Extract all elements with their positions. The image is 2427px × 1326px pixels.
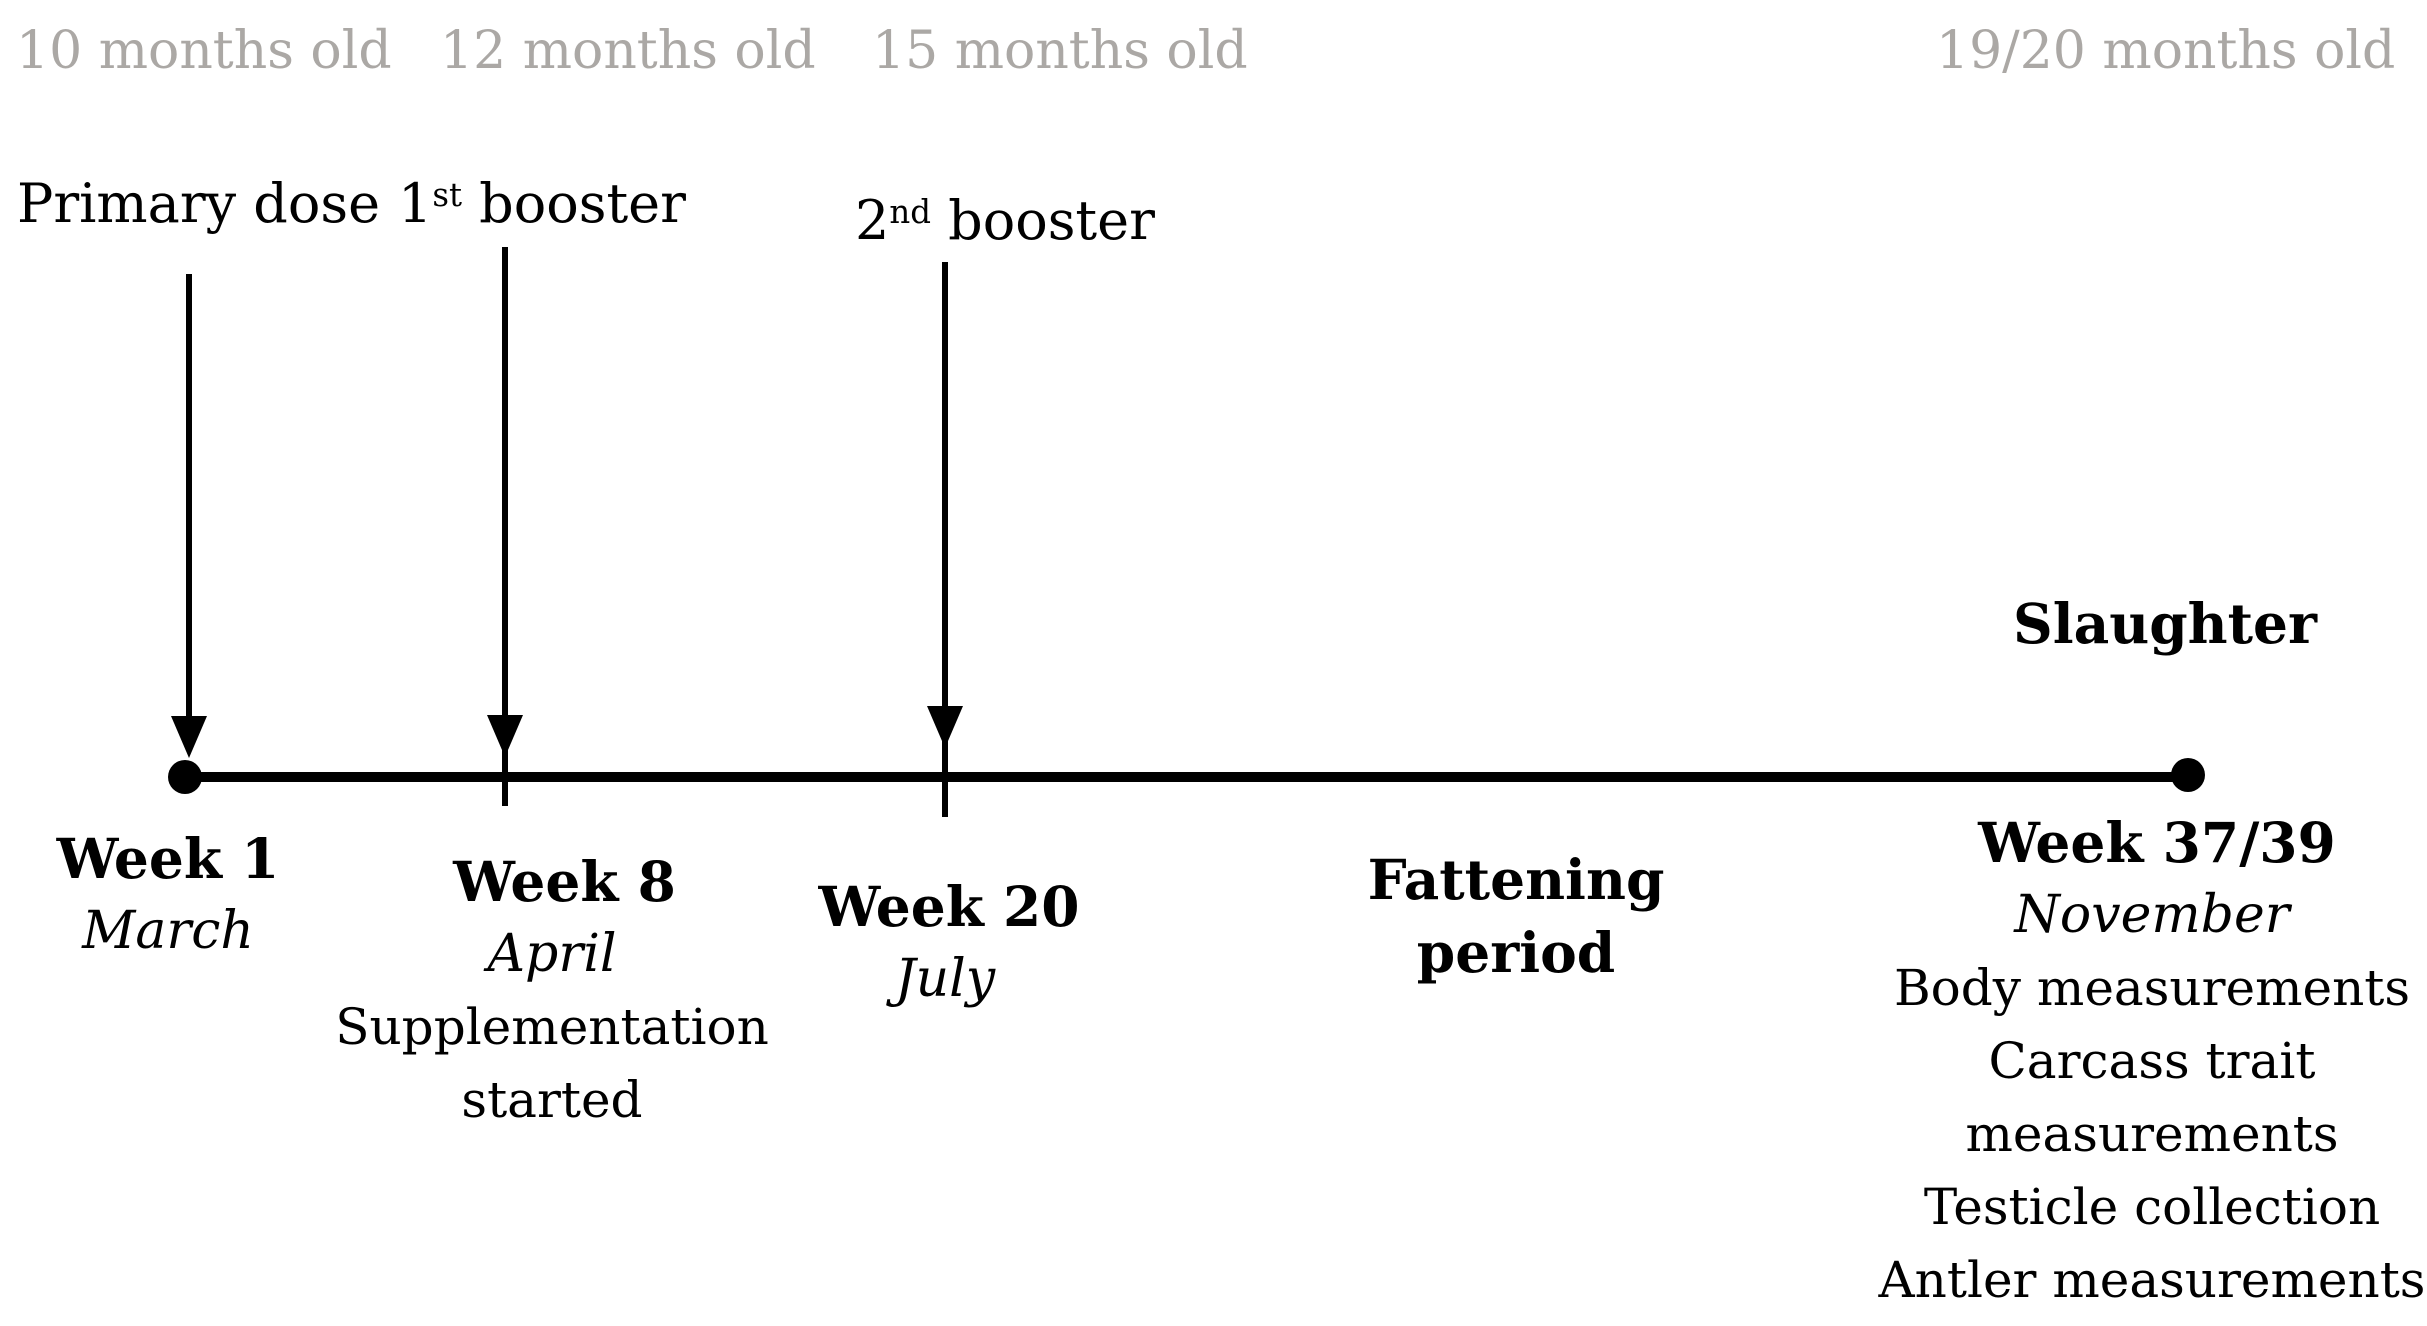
week-1-month: March bbox=[82, 901, 254, 961]
age-label-15-months: 15 months old bbox=[872, 21, 1248, 81]
milestone-week-37-39: Week 37/39 November Body measurements Ca… bbox=[1879, 806, 2426, 1317]
primary-dose-text: Primary dose bbox=[17, 172, 381, 235]
fattening-line-2: period bbox=[1416, 920, 1616, 985]
event-label-second-booster: 2nd booster bbox=[855, 189, 1155, 252]
age-label-12-months: 12 months old bbox=[440, 21, 816, 81]
second-booster-number: 2 bbox=[855, 189, 890, 252]
event-label-primary-dose: Primary dose bbox=[17, 172, 381, 235]
age-label-10-months: 10 months old bbox=[16, 21, 392, 81]
milestone-week-1: Week 1 March bbox=[57, 822, 280, 968]
week-37-39-month: November bbox=[2014, 885, 2290, 945]
week-8-note-supplementation: Supplementation bbox=[335, 998, 769, 1056]
week-8-label: Week 8 bbox=[453, 849, 676, 914]
first-booster-ordinal-sup: st bbox=[432, 175, 462, 214]
first-booster-arrow-head bbox=[487, 715, 523, 757]
fattening-line-1: Fattening bbox=[1367, 847, 1665, 912]
first-booster-text: booster bbox=[462, 172, 686, 235]
milestone-week-20: Week 20 July bbox=[810, 870, 1079, 1016]
note-measurements: measurements bbox=[1965, 1105, 2339, 1163]
first-booster-number: 1 bbox=[398, 172, 433, 235]
second-booster-arrow-head bbox=[927, 706, 963, 748]
week-20-label: Week 20 bbox=[818, 874, 1080, 939]
note-carcass-trait: Carcass trait bbox=[1988, 1032, 2316, 1090]
primary-dose-arrow-head bbox=[171, 716, 207, 758]
timeline-end-dot bbox=[2171, 758, 2205, 792]
week-1-label: Week 1 bbox=[56, 826, 280, 891]
event-label-first-booster: 1st booster bbox=[398, 172, 686, 235]
week-8-month: April bbox=[487, 924, 617, 984]
week-20-month: July bbox=[894, 949, 996, 1009]
event-label-slaughter: Slaughter bbox=[2012, 591, 2318, 656]
milestone-week-8: Week 8 April Supplementation started bbox=[335, 845, 769, 1137]
second-booster-ordinal-sup: nd bbox=[889, 192, 931, 231]
second-booster-text: booster bbox=[930, 189, 1155, 252]
note-body-measurements: Body measurements bbox=[1893, 959, 2411, 1017]
note-testicle-collection: Testicle collection bbox=[1923, 1178, 2381, 1236]
note-antler-measurements: Antler measurements bbox=[1878, 1251, 2426, 1309]
age-label-19-20-months: 19/20 months old bbox=[1936, 21, 2396, 81]
timeline-start-dot bbox=[168, 760, 202, 794]
fattening-period-label: Fattening period bbox=[1368, 843, 1665, 989]
week-37-39-label: Week 37/39 bbox=[1978, 810, 2336, 875]
week-8-note-started: started bbox=[461, 1071, 643, 1129]
